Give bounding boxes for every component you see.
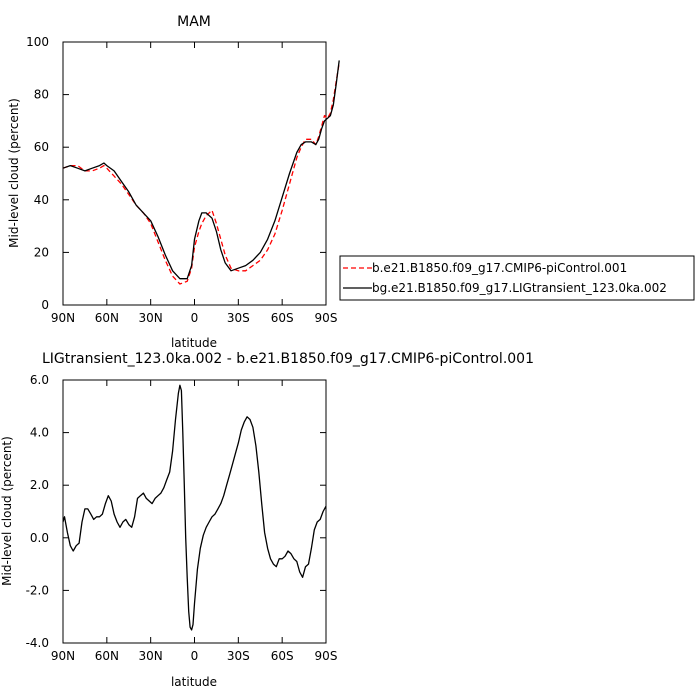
bottom-y-tick-label: 2.0 bbox=[30, 478, 49, 492]
legend-label-pi-control: b.e21.B1850.f09_g17.CMIP6-piControl.001 bbox=[372, 261, 627, 275]
bottom-x-tick-label: 60S bbox=[271, 649, 294, 663]
bottom-panel: LIGtransient_123.0ka.002 - b.e21.B1850.f… bbox=[0, 351, 534, 689]
bottom-x-tick-label: 90S bbox=[315, 649, 338, 663]
top-series-line-1 bbox=[62, 60, 340, 280]
bottom-y-tick-label: -2.0 bbox=[26, 583, 49, 597]
bottom-x-tick-label: 30N bbox=[139, 649, 163, 663]
legend: b.e21.B1850.f09_g17.CMIP6-piControl.001 … bbox=[339, 255, 695, 301]
bottom-y-tick-label: -4.0 bbox=[26, 636, 49, 650]
top-x-tick-label: 30N bbox=[139, 311, 163, 325]
bottom-x-tick-label: 0 bbox=[191, 649, 199, 663]
top-y-tick-label: 100 bbox=[26, 35, 49, 49]
bottom-y-tick-label: 6.0 bbox=[30, 373, 49, 387]
legend-box bbox=[339, 255, 695, 301]
top-y-ticks: 0 20 40 60 80 100 bbox=[26, 35, 326, 312]
top-x-tick-label: 60N bbox=[95, 311, 119, 325]
bottom-x-tick-label: 30S bbox=[227, 649, 250, 663]
top-series-lines bbox=[62, 60, 340, 285]
top-x-tick-label: 60S bbox=[271, 311, 294, 325]
bottom-y-tick-label: 0.0 bbox=[30, 531, 49, 545]
top-y-tick-label: 0 bbox=[41, 298, 49, 312]
bottom-x-ticks: 90N 60N 30N 0 30S 60S 90S bbox=[51, 380, 338, 663]
top-x-tick-label: 90S bbox=[315, 311, 338, 325]
top-x-tick-label: 90N bbox=[51, 311, 75, 325]
top-x-ticks: 90N 60N 30N 0 30S 60S 90S bbox=[51, 42, 338, 325]
top-panel: MAM 0 20 40 60 80 100 90N 60N 30N 0 30S 60S 90S lat… bbox=[7, 14, 340, 350]
bottom-x-axis-title: latitude bbox=[171, 675, 217, 689]
bottom-y-axis-title: Mid-level cloud (percent) bbox=[0, 436, 14, 586]
bottom-x-tick-label: 90N bbox=[51, 649, 75, 663]
top-x-axis-title: latitude bbox=[171, 336, 217, 350]
legend-label-lig-transient: bg.e21.B1850.f09_g17.LIGtransient_123.0k… bbox=[372, 281, 667, 295]
top-y-tick-label: 60 bbox=[34, 140, 49, 154]
top-y-tick-label: 40 bbox=[34, 193, 49, 207]
top-plot-title: MAM bbox=[177, 14, 211, 30]
bottom-y-tick-label: 4.0 bbox=[30, 426, 49, 440]
bottom-series-line-0 bbox=[62, 384, 327, 631]
top-x-tick-label: 30S bbox=[227, 311, 250, 325]
bottom-plot-title: LIGtransient_123.0ka.002 - b.e21.B1850.f… bbox=[42, 351, 534, 367]
top-plot-frame bbox=[62, 41, 327, 306]
bottom-series-lines bbox=[62, 384, 327, 631]
bottom-y-ticks: -4.0 -2.0 0.0 2.0 4.0 6.0 bbox=[26, 373, 326, 650]
top-x-tick-label: 0 bbox=[191, 311, 199, 325]
bottom-x-tick-label: 60N bbox=[95, 649, 119, 663]
top-y-axis-title: Mid-level cloud (percent) bbox=[7, 98, 21, 248]
top-y-tick-label: 20 bbox=[34, 245, 49, 259]
top-series-line-0 bbox=[62, 62, 340, 285]
top-y-tick-label: 80 bbox=[34, 88, 49, 102]
